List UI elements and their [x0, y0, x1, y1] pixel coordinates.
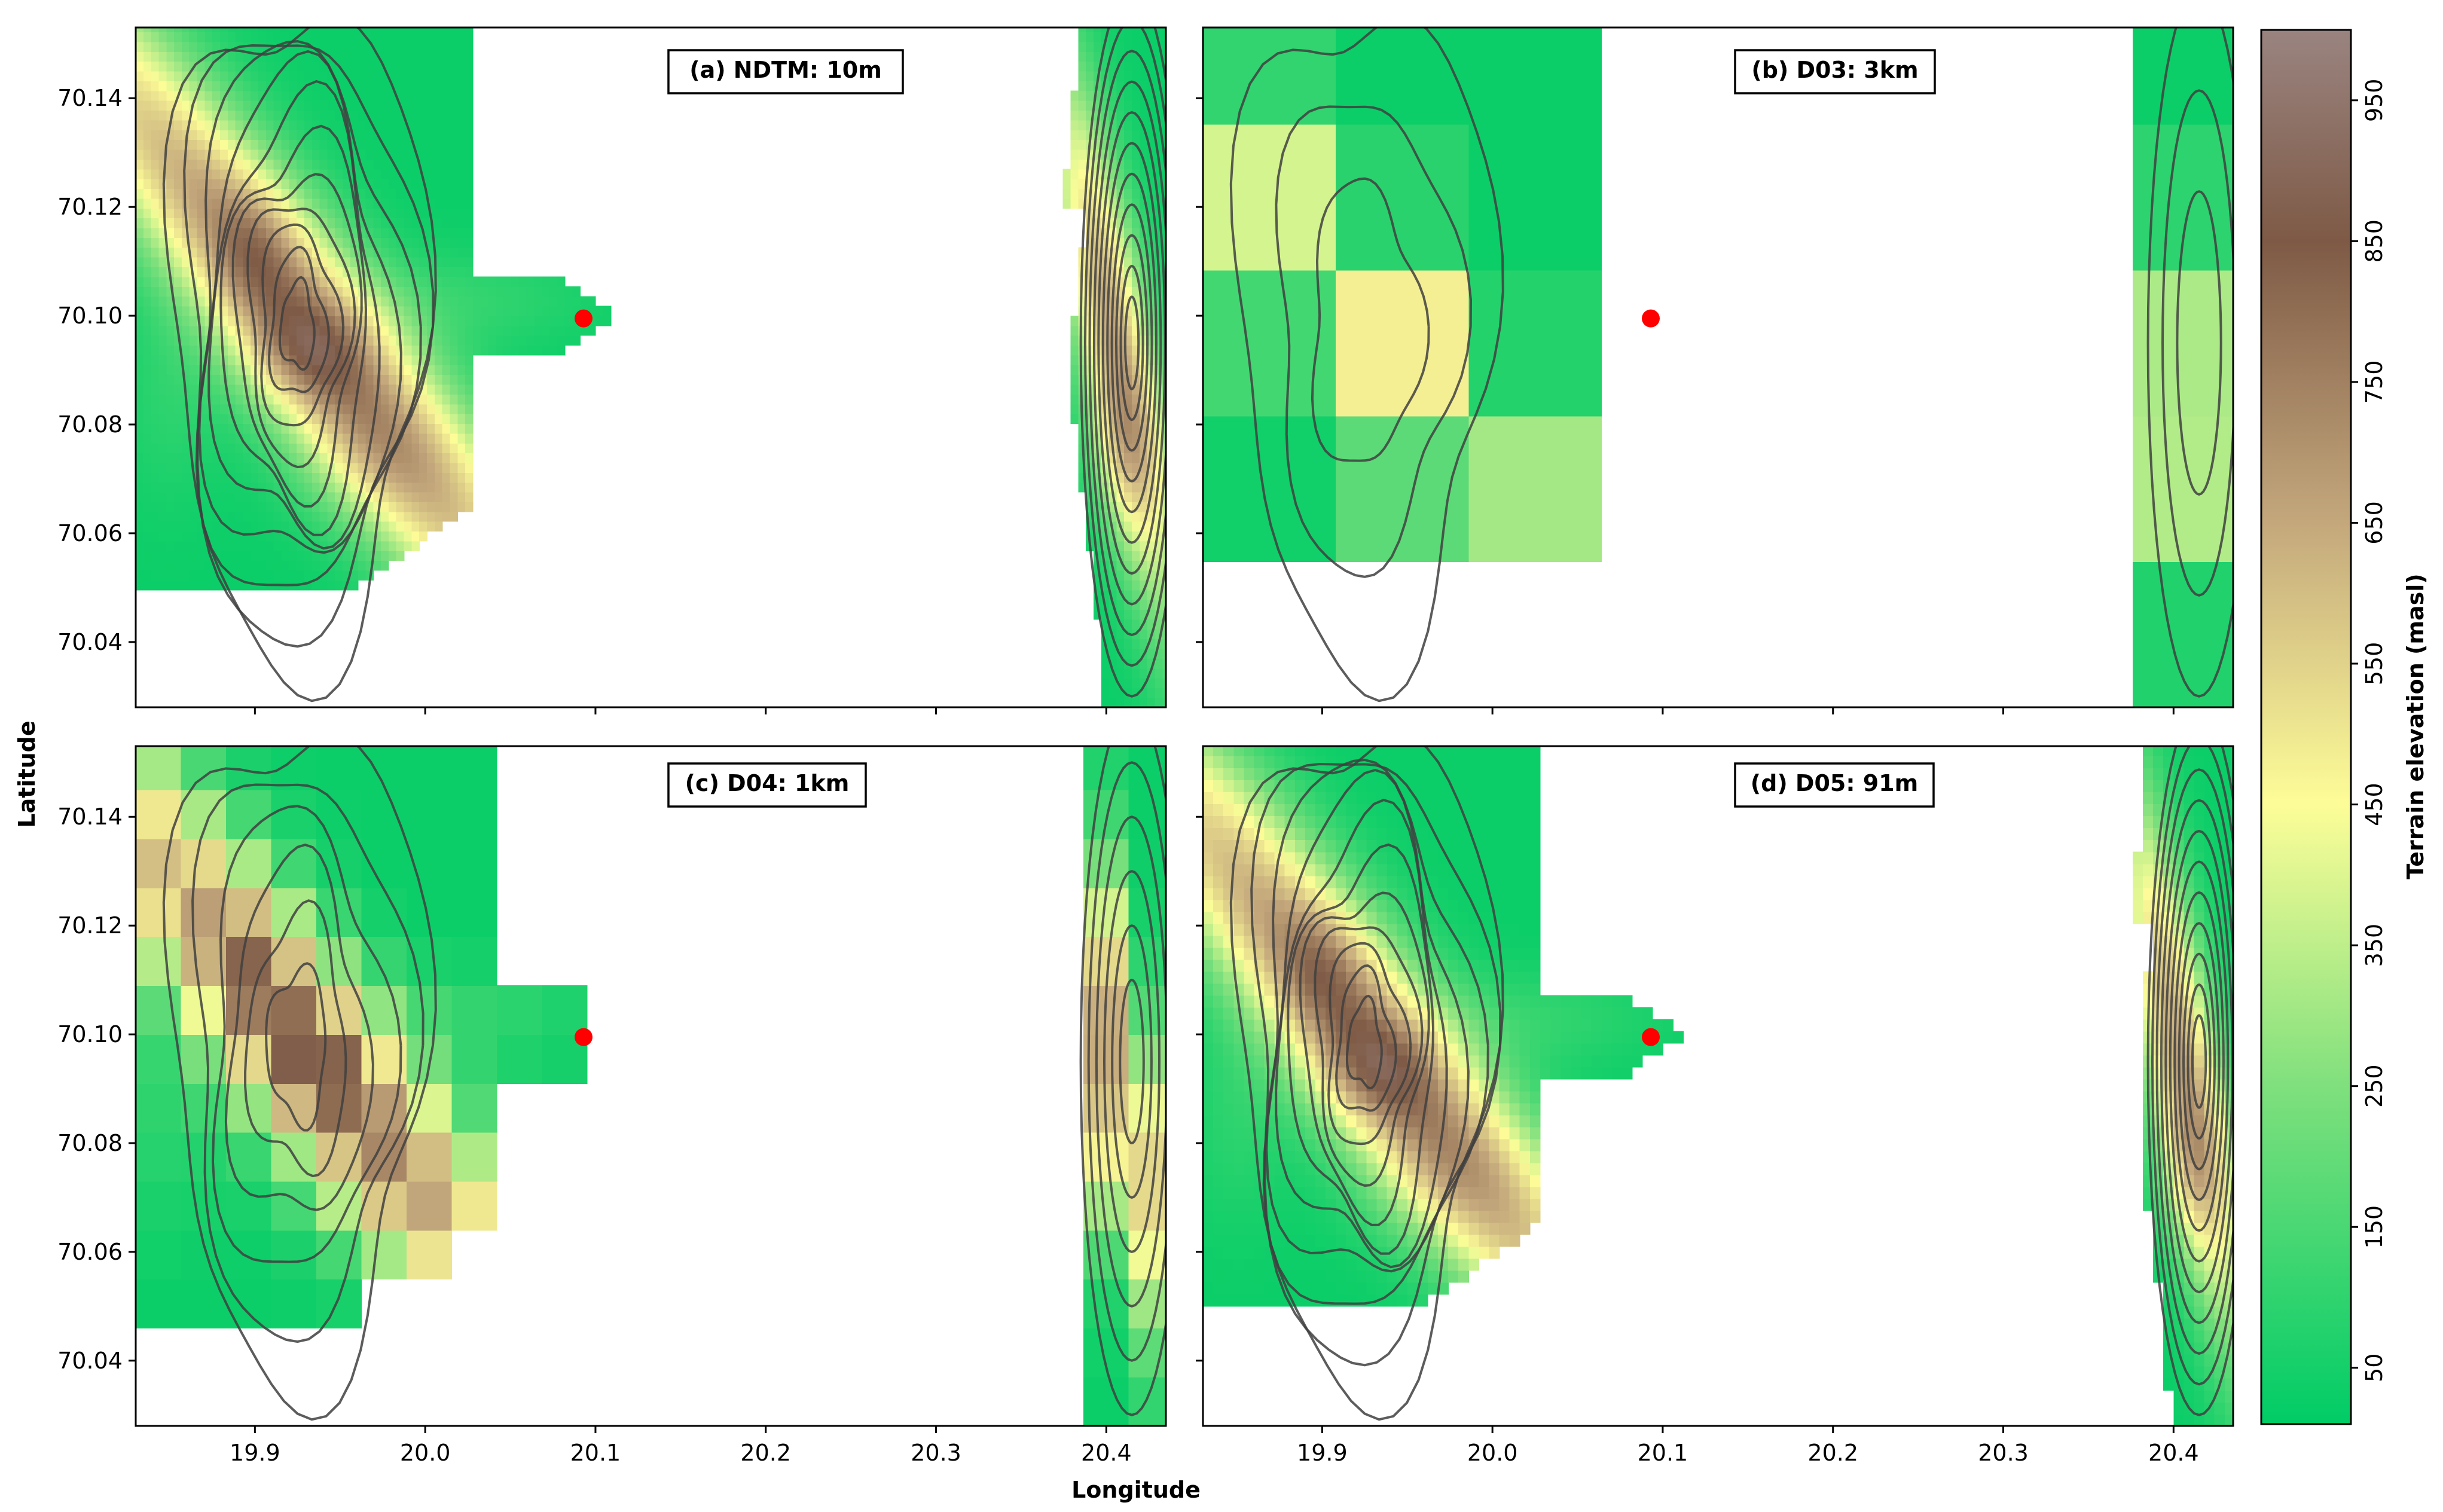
- colorbar-tick-label: 150: [2361, 1205, 2387, 1249]
- y-ticks-c: 70.04 70.06 70.08 70.10 70.12 70.14: [57, 804, 136, 1374]
- contour-layer-c: [162, 746, 1166, 1421]
- panel-title-box-c: [667, 762, 867, 808]
- contour-layer-d: [1229, 746, 2233, 1421]
- y-tick-label: 70.14: [57, 804, 123, 830]
- y-axis-label: Latitude: [14, 720, 40, 827]
- x-ticks-a: [254, 707, 1107, 714]
- y-tick-label: 70.10: [57, 303, 123, 329]
- panel-a: 70.04 70.06 70.08 70.10 70.12 70.14 (a) NDTM:…: [57, 26, 1167, 714]
- y-ticks-b: [1196, 97, 1203, 643]
- panel-title-b: (b) D03: 3km: [1751, 57, 1918, 83]
- x-tick-label: 19.9: [230, 1440, 280, 1466]
- terrain-layer-c: [136, 746, 1166, 1426]
- y-tick-label: 70.12: [57, 194, 123, 220]
- x-tick-label: 20.3: [1978, 1440, 2029, 1466]
- colorbar-tick-label: 850: [2361, 219, 2387, 263]
- x-tick-label: 20.2: [1807, 1440, 1858, 1466]
- y-tick-label: 70.06: [57, 520, 123, 546]
- x-tick-label: 20.3: [911, 1440, 961, 1466]
- station-marker-d: [1642, 1028, 1660, 1046]
- x-ticks-c: 19.9 20.0 20.1 20.2 20.3 20.4: [230, 1426, 1132, 1466]
- x-ticks-d: 19.9 20.0 20.1 20.2 20.3 20.4: [1297, 1426, 2199, 1466]
- panel-title-a: (a) NDTM: 10m: [689, 57, 882, 83]
- x-axis-label: Longitude: [1071, 1477, 1201, 1503]
- station-dot: [1642, 309, 1660, 328]
- panel-d: 19.9 20.0 20.1 20.2 20.3 20.4 (d) D05: 91m: [1196, 745, 2234, 1466]
- panel-title-box-b: [1734, 49, 1936, 94]
- station-marker-a: [575, 309, 593, 328]
- panel-title-c: (c) D04: 1km: [685, 770, 850, 796]
- y-tick-label: 70.10: [57, 1021, 123, 1047]
- colorbar-tick-label: 550: [2361, 642, 2387, 686]
- colorbar: 50 150 250 350 450 550 650 750 850 950 Terrain el…: [2260, 29, 2429, 1425]
- colorbar-label: Terrain elevation (masl): [2402, 573, 2429, 879]
- y-tick-label: 70.14: [57, 85, 123, 111]
- x-tick-label: 20.0: [400, 1440, 451, 1466]
- station-dot: [575, 309, 593, 328]
- colorbar-ticks: 50 150 250 350 450 550 650 750 850 950: [2351, 79, 2387, 1382]
- colorbar-gradient: [2260, 29, 2352, 1425]
- x-tick-label: 20.4: [2148, 1440, 2199, 1466]
- contour-layer-a: [162, 28, 1166, 702]
- y-tick-label: 70.04: [57, 1348, 123, 1374]
- station-marker-c: [575, 1028, 593, 1046]
- x-tick-label: 20.1: [570, 1440, 621, 1466]
- panel-b: (b) D03: 3km: [1196, 26, 2234, 714]
- x-tick-label: 20.1: [1638, 1440, 1688, 1466]
- colorbar-tick-label: 50: [2361, 1354, 2387, 1382]
- y-tick-label: 70.08: [57, 1130, 123, 1156]
- x-tick-label: 19.9: [1297, 1440, 1348, 1466]
- colorbar-tick-label: 950: [2361, 79, 2387, 123]
- y-tick-label: 70.08: [57, 411, 123, 438]
- y-ticks-d: [1196, 815, 1203, 1362]
- colorbar-tick-label: 350: [2361, 924, 2387, 967]
- panel-c: 19.9 20.0 20.1 20.2 20.3 20.4 70.04 70.06 70.08…: [57, 745, 1167, 1466]
- station-dot: [1642, 1028, 1660, 1046]
- panel-title-d: (d) D05: 91m: [1751, 770, 1919, 796]
- station-dot: [575, 1028, 593, 1046]
- panel-title-box-a: [667, 49, 904, 94]
- y-tick-label: 70.12: [57, 912, 123, 939]
- terrain-layer-b: [1203, 28, 2233, 707]
- panel-title-box-d: [1734, 762, 1935, 808]
- colorbar-tick-label: 750: [2361, 361, 2387, 404]
- x-tick-label: 20.4: [1081, 1440, 1132, 1466]
- colorbar-tick-label: 450: [2361, 783, 2387, 826]
- y-ticks-a: 70.04 70.06 70.08 70.10 70.12 70.14: [57, 85, 136, 655]
- x-tick-label: 20.0: [1467, 1440, 1518, 1466]
- colorbar-tick-label: 250: [2361, 1064, 2387, 1108]
- x-tick-label: 20.2: [740, 1440, 791, 1466]
- colorbar-tick-label: 650: [2361, 501, 2387, 545]
- contour-layer-b: [1229, 28, 2233, 702]
- y-tick-label: 70.06: [57, 1239, 123, 1265]
- x-ticks-b: [1321, 707, 2175, 714]
- y-tick-label: 70.04: [57, 629, 123, 655]
- station-marker-b: [1642, 309, 1660, 328]
